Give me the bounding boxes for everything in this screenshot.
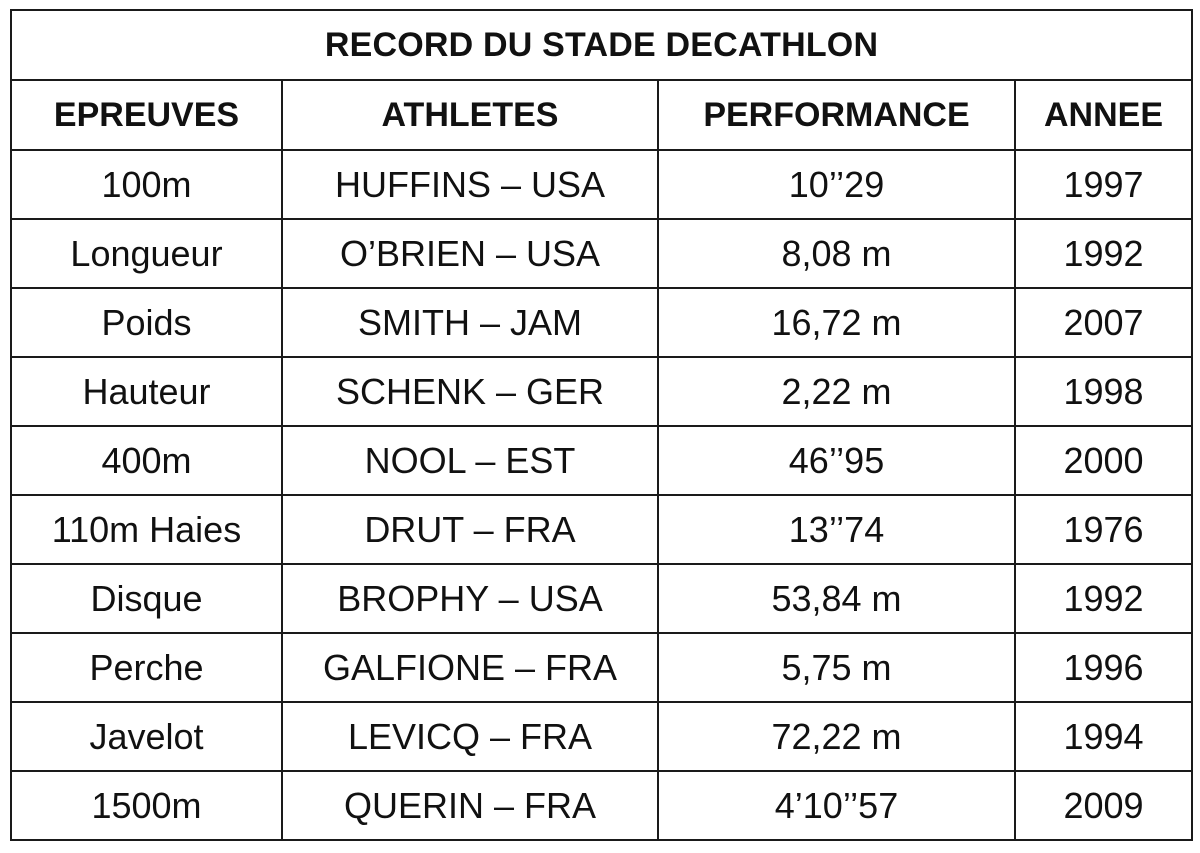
year-cell: 1998 — [1013, 356, 1194, 427]
decathlon-records-table: RECORD DU STADE DECATHLON EPREUVES ATHLE… — [9, 9, 1194, 841]
event-cell: Longueur — [10, 218, 283, 289]
performance-cell: 13’’74 — [657, 494, 1016, 565]
table-row: 110m Haies DRUT – FRA 13’’74 1976 — [10, 494, 1194, 565]
table-row: Hauteur SCHENK – GER 2,22 m 1998 — [10, 356, 1194, 427]
year-cell: 2007 — [1013, 287, 1194, 358]
event-cell: 100m — [10, 149, 283, 220]
table-title: RECORD DU STADE DECATHLON — [9, 9, 1194, 81]
performance-cell: 2,22 m — [657, 356, 1016, 427]
table-row: Perche GALFIONE – FRA 5,75 m 1996 — [10, 632, 1194, 703]
column-header-epreuves: EPREUVES — [10, 79, 283, 151]
athlete-cell: HUFFINS – USA — [281, 149, 659, 220]
athlete-cell: BROPHY – USA — [281, 563, 659, 634]
table-row: Disque BROPHY – USA 53,84 m 1992 — [10, 563, 1194, 634]
event-cell: 400m — [10, 425, 283, 496]
athlete-cell: SCHENK – GER — [281, 356, 659, 427]
table-header-row: EPREUVES ATHLETES PERFORMANCE ANNEE — [10, 79, 1194, 151]
records-table-container: RECORD DU STADE DECATHLON EPREUVES ATHLE… — [9, 9, 1194, 841]
event-cell: 110m Haies — [10, 494, 283, 565]
performance-cell: 10’’29 — [657, 149, 1016, 220]
table-row: Poids SMITH – JAM 16,72 m 2007 — [10, 287, 1194, 358]
performance-cell: 46’’95 — [657, 425, 1016, 496]
athlete-cell: LEVICQ – FRA — [281, 701, 659, 772]
athlete-cell: NOOL – EST — [281, 425, 659, 496]
year-cell: 1996 — [1013, 632, 1194, 703]
year-cell: 1992 — [1013, 563, 1194, 634]
performance-cell: 72,22 m — [657, 701, 1016, 772]
event-cell: Poids — [10, 287, 283, 358]
year-cell: 1994 — [1013, 701, 1194, 772]
table-row: 400m NOOL – EST 46’’95 2000 — [10, 425, 1194, 496]
column-header-athletes: ATHLETES — [281, 79, 659, 151]
performance-cell: 4’10’’57 — [657, 770, 1016, 841]
event-cell: Javelot — [10, 701, 283, 772]
event-cell: 1500m — [10, 770, 283, 841]
performance-cell: 16,72 m — [657, 287, 1016, 358]
event-cell: Hauteur — [10, 356, 283, 427]
year-cell: 1992 — [1013, 218, 1194, 289]
table-row: 1500m QUERIN – FRA 4’10’’57 2009 — [10, 770, 1194, 841]
performance-cell: 5,75 m — [657, 632, 1016, 703]
table-row: Longueur O’BRIEN – USA 8,08 m 1992 — [10, 218, 1194, 289]
table-row: Javelot LEVICQ – FRA 72,22 m 1994 — [10, 701, 1194, 772]
athlete-cell: QUERIN – FRA — [281, 770, 659, 841]
athlete-cell: SMITH – JAM — [281, 287, 659, 358]
column-header-annee: ANNEE — [1013, 79, 1194, 151]
year-cell: 2000 — [1013, 425, 1194, 496]
athlete-cell: O’BRIEN – USA — [281, 218, 659, 289]
event-cell: Disque — [10, 563, 283, 634]
athlete-cell: DRUT – FRA — [281, 494, 659, 565]
table-title-row: RECORD DU STADE DECATHLON — [9, 9, 1194, 81]
event-cell: Perche — [10, 632, 283, 703]
table-row: 100m HUFFINS – USA 10’’29 1997 — [10, 149, 1194, 220]
year-cell: 1997 — [1013, 149, 1194, 220]
column-header-performance: PERFORMANCE — [657, 79, 1016, 151]
performance-cell: 8,08 m — [657, 218, 1016, 289]
performance-cell: 53,84 m — [657, 563, 1016, 634]
athlete-cell: GALFIONE – FRA — [281, 632, 659, 703]
year-cell: 2009 — [1013, 770, 1194, 841]
year-cell: 1976 — [1013, 494, 1194, 565]
